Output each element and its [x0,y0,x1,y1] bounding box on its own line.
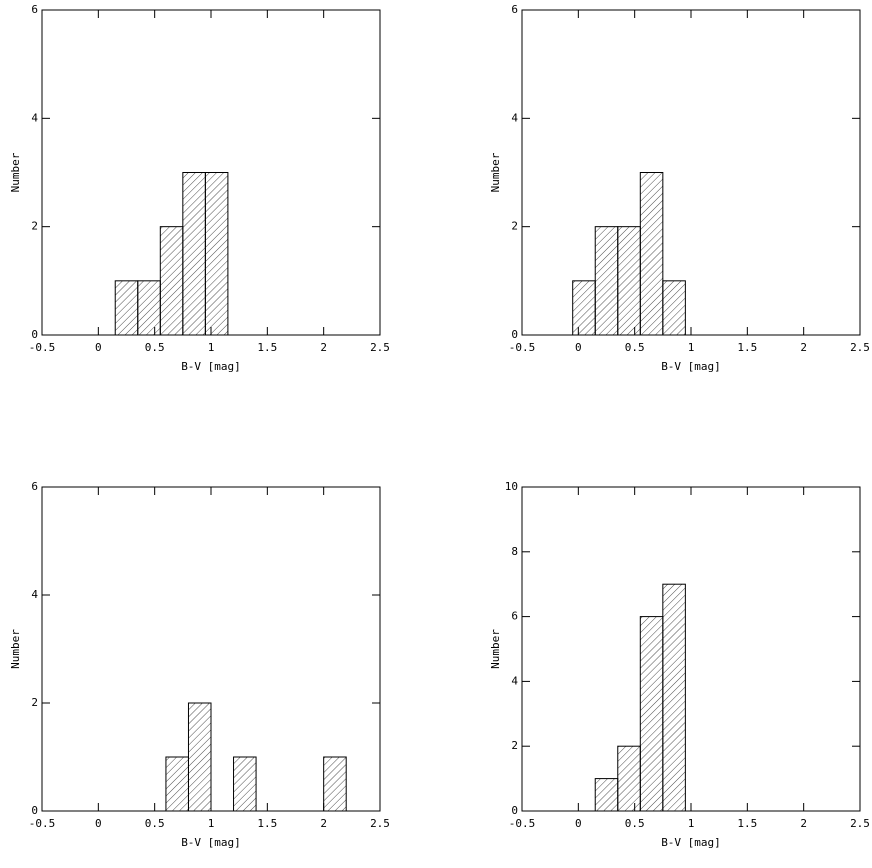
x-tick-label: 1.5 [257,817,277,830]
x-axis-label: B-V [mag] [181,360,241,373]
y-axis-label: Number [9,152,22,192]
x-tick-label: 2 [320,341,327,354]
y-tick-label: 8 [511,545,518,558]
bar [572,280,596,336]
x-tick-label: 0.5 [145,341,165,354]
y-tick-label: 10 [505,480,518,493]
y-tick-label: 6 [511,610,518,623]
x-tick-label: 0.5 [625,817,645,830]
bar [159,226,184,336]
bar [639,172,664,336]
bar [662,280,686,336]
x-tick-label: 1 [688,341,695,354]
y-tick-label: 0 [511,328,518,341]
x-tick-label: 2.5 [850,817,870,830]
y-axis-label: Number [489,629,502,669]
x-tick-label: 2 [800,341,807,354]
y-tick-label: 0 [31,804,38,817]
bar [165,756,189,812]
x-tick-label: 1.5 [737,817,757,830]
x-axis-label: B-V [mag] [661,836,721,849]
x-tick-label: 1.5 [737,341,757,354]
y-tick-label: 6 [511,3,518,16]
y-tick-label: 4 [511,674,518,687]
x-tick-label: -0.5 [509,817,536,830]
y-tick-label: 2 [511,739,518,752]
x-tick-label: 1 [688,817,695,830]
y-axis-label: Number [9,629,22,669]
y-tick-label: 6 [31,3,38,16]
plot-frame [521,486,861,812]
x-tick-label: 1.5 [257,341,277,354]
x-tick-label: 0.5 [145,817,165,830]
x-tick-label: 1 [208,341,215,354]
x-axis-label: B-V [mag] [661,360,721,373]
x-tick-label: 1 [208,817,215,830]
x-tick-label: 2 [320,817,327,830]
bar [137,280,161,336]
x-axis-label: B-V [mag] [181,836,241,849]
y-tick-label: 4 [31,588,38,601]
y-tick-label: 4 [511,111,518,124]
x-tick-label: 2.5 [850,341,870,354]
x-tick-label: -0.5 [29,817,56,830]
bar [594,226,619,336]
bar [617,745,641,812]
y-tick-label: 0 [31,328,38,341]
x-tick-label: 0 [575,341,582,354]
bar [182,172,206,336]
bar [594,778,619,812]
x-tick-label: 0 [95,817,102,830]
x-tick-label: -0.5 [29,341,56,354]
bar [662,583,686,812]
bar [617,226,641,336]
y-tick-label: 4 [31,111,38,124]
bar [187,702,212,812]
bar [639,616,664,812]
x-tick-label: 0 [95,341,102,354]
bar [204,172,229,336]
y-tick-label: 2 [31,696,38,709]
bar [233,756,257,812]
x-tick-label: 2.5 [370,817,390,830]
x-tick-label: 0.5 [625,341,645,354]
y-tick-label: 0 [511,804,518,817]
y-tick-label: 2 [511,220,518,233]
x-tick-label: 0 [575,817,582,830]
x-tick-label: -0.5 [509,341,536,354]
y-axis-label: Number [489,152,502,192]
x-tick-label: 2.5 [370,341,390,354]
x-tick-label: 2 [800,817,807,830]
y-tick-label: 2 [31,220,38,233]
bar [114,280,139,336]
bar [323,756,347,812]
y-tick-label: 6 [31,480,38,493]
